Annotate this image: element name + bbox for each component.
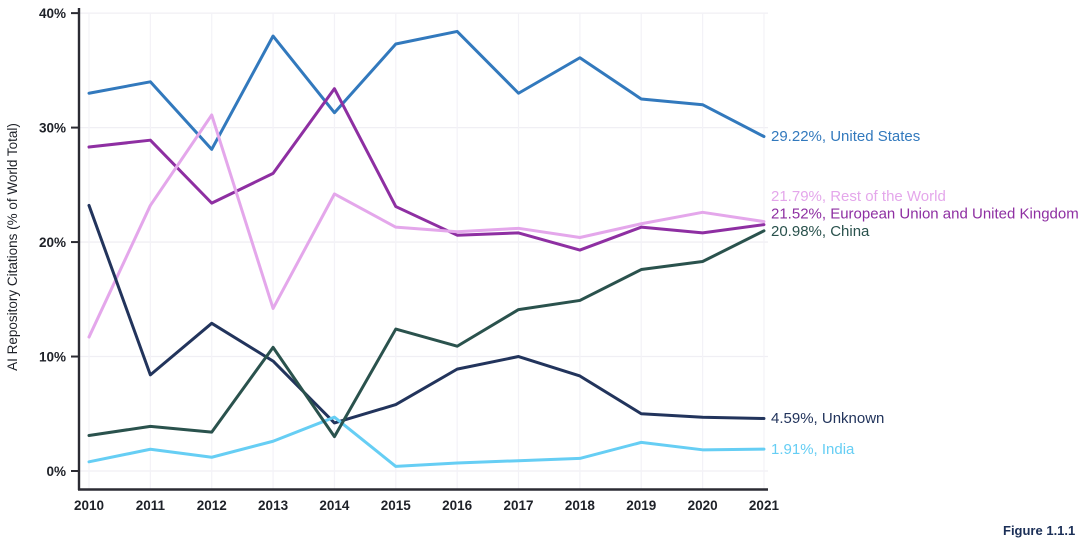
series-end-label-united-states: 29.22%, United States [771, 128, 920, 145]
series-line-rest-of-the-world [87, 113, 766, 339]
x-tick-label: 2013 [258, 498, 289, 513]
series-end-label-rest-of-the-world: 21.79%, Rest of the World [771, 188, 946, 205]
x-tick-label: 2015 [381, 498, 412, 513]
y-tick-label: 40% [39, 6, 66, 21]
series-line-unknown [87, 203, 766, 425]
series-end-label-india: 1.91%, India [771, 441, 855, 458]
x-tick-label: 2020 [688, 498, 718, 513]
grid-layer [80, 12, 768, 489]
x-tick-label: 2019 [626, 498, 656, 513]
x-tick-label: 2011 [136, 498, 166, 513]
x-tick-label: 2021 [749, 498, 780, 513]
y-tick-label: 20% [39, 235, 66, 250]
y-tick-label: 0% [46, 464, 66, 479]
series-line-india [87, 415, 766, 468]
x-tick-label: 2016 [442, 498, 473, 513]
y-axis-title: AI Repository Citations (% of World Tota… [5, 123, 20, 371]
x-tick-label: 2010 [74, 498, 104, 513]
x-tick-label: 2014 [319, 498, 350, 513]
series-end-label-european-union-and-united-kingdom: 21.52%, European Union and United Kingdo… [771, 206, 1079, 223]
series-end-label-china: 20.98%, China [771, 223, 870, 240]
series-line-china [87, 229, 766, 439]
x-tick-label: 2012 [197, 498, 227, 513]
figure-caption: Figure 1.1.1 [1003, 523, 1076, 538]
series-line-united-states [87, 29, 766, 151]
series-layer [87, 29, 766, 468]
label-layer: 29.22%, United States 21.79%, Rest of the… [771, 128, 1079, 458]
series-line-european-union-and-united-kingdom [87, 87, 766, 252]
axis-layer: 0% 10% 20% 30% 40% 2010 2011 2012 2013 2014 2015 20… [39, 6, 779, 513]
y-tick-label: 10% [39, 350, 66, 365]
x-tick-label: 2018 [565, 498, 596, 513]
series-end-label-unknown: 4.59%, Unknown [771, 410, 884, 427]
x-tick-label: 2017 [503, 498, 533, 513]
y-tick-label: 30% [39, 121, 66, 136]
